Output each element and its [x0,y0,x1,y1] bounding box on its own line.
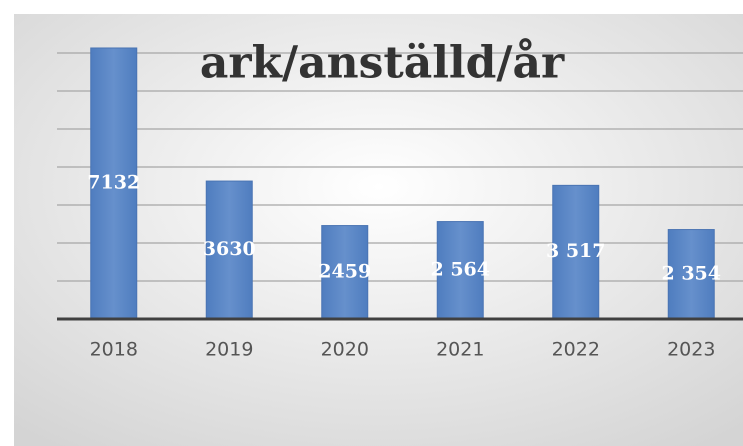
bar [321,225,369,320]
data-label: 3 517 [546,240,606,262]
bar [90,47,138,320]
x-tick-label: 2022 [552,339,600,361]
x-tick-label: 2018 [90,339,138,361]
x-tick-label: 2021 [436,339,484,361]
chart-title: ark/anställd/år [200,38,565,89]
data-label: 3630 [203,238,256,260]
x-tick-label: 2019 [205,339,253,361]
data-label: 2 564 [431,258,491,280]
data-label: 2459 [318,260,371,282]
x-tick-label: 2023 [667,339,715,361]
data-label: 7132 [87,171,140,193]
x-tick-label: 2020 [321,339,369,361]
data-label: 2 354 [662,262,722,284]
bar [552,184,600,320]
